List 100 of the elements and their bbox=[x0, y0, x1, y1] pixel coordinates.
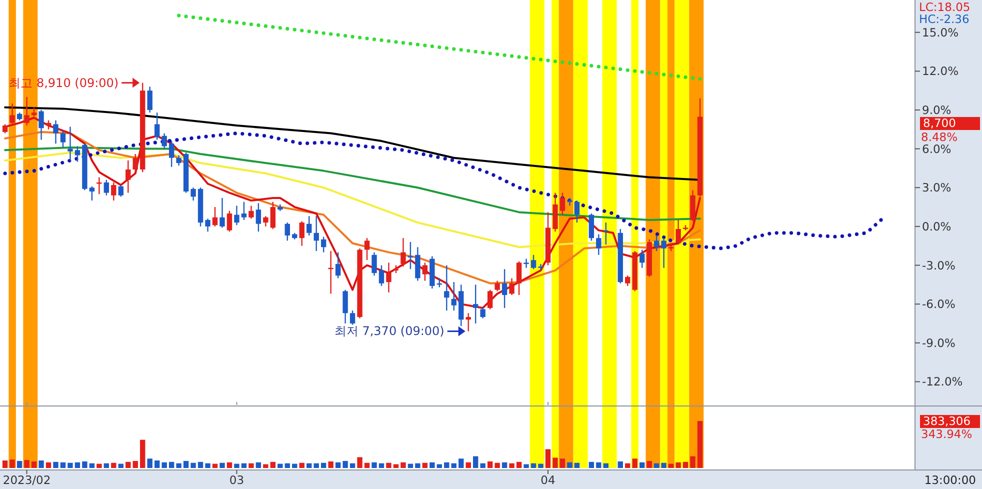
candlestick bbox=[89, 186, 95, 202]
bar bbox=[524, 464, 529, 468]
bar bbox=[661, 462, 666, 468]
x-tick-label: 03 bbox=[229, 473, 244, 487]
bar bbox=[263, 464, 268, 468]
candlestick bbox=[118, 184, 124, 198]
bar bbox=[487, 461, 493, 468]
bar bbox=[646, 460, 652, 468]
candlestick bbox=[111, 182, 116, 202]
candlestick bbox=[654, 234, 660, 252]
candlestick bbox=[320, 236, 326, 253]
bar bbox=[516, 462, 522, 468]
bar bbox=[632, 458, 638, 468]
annotation: 최저 7,370 (09:00) bbox=[334, 324, 444, 338]
bar bbox=[386, 462, 392, 468]
bar bbox=[552, 458, 558, 468]
candlestick bbox=[530, 254, 536, 270]
bar bbox=[226, 462, 232, 468]
candlestick bbox=[270, 201, 276, 230]
bar bbox=[690, 456, 696, 468]
bar bbox=[306, 463, 312, 468]
candlestick bbox=[46, 120, 52, 130]
candlestick bbox=[2, 124, 8, 134]
bar bbox=[444, 462, 450, 468]
candlestick bbox=[509, 278, 514, 296]
candlestick bbox=[350, 310, 356, 326]
bar bbox=[140, 440, 146, 468]
bar bbox=[118, 464, 124, 468]
bar bbox=[682, 462, 688, 468]
bar bbox=[82, 461, 88, 468]
bar bbox=[472, 456, 478, 468]
bar bbox=[162, 462, 167, 468]
y-tick-label: -6.0% bbox=[922, 297, 956, 312]
candlestick bbox=[168, 140, 174, 168]
bar bbox=[393, 464, 399, 468]
candlestick bbox=[104, 179, 110, 196]
candlestick bbox=[263, 215, 268, 228]
text: 8,700 bbox=[923, 116, 956, 130]
candlestick bbox=[466, 312, 471, 332]
bar bbox=[104, 463, 110, 468]
candlestick bbox=[284, 222, 290, 242]
bar bbox=[183, 460, 189, 468]
candlestick bbox=[472, 284, 478, 324]
candlestick bbox=[574, 200, 580, 224]
y-tick-label: -3.0% bbox=[922, 258, 956, 272]
candlestick bbox=[364, 237, 370, 261]
candlestick bbox=[588, 212, 594, 242]
y-tick-label: 9.0% bbox=[922, 102, 952, 117]
bar bbox=[400, 462, 406, 468]
bar bbox=[111, 462, 116, 468]
bar bbox=[364, 462, 370, 468]
candlestick bbox=[524, 258, 529, 268]
line-series bbox=[4, 130, 701, 284]
candlestick bbox=[451, 281, 456, 312]
bar bbox=[494, 462, 500, 468]
candlestick bbox=[176, 154, 182, 166]
bar bbox=[466, 462, 471, 468]
bar bbox=[241, 463, 247, 468]
bar bbox=[335, 462, 341, 468]
text: 383,306 bbox=[923, 414, 971, 428]
bar bbox=[574, 462, 580, 468]
bar bbox=[415, 463, 420, 468]
bar bbox=[502, 462, 508, 468]
candlestick bbox=[31, 106, 37, 118]
candlestick bbox=[567, 197, 572, 206]
y-tick-label: 0.0% bbox=[922, 219, 952, 234]
bar bbox=[538, 464, 544, 468]
y-tick-label: -12.0% bbox=[922, 374, 963, 389]
bar bbox=[278, 464, 283, 468]
bar bbox=[697, 421, 703, 468]
candlestick bbox=[299, 220, 304, 246]
candlestick bbox=[378, 264, 384, 287]
candlestick bbox=[422, 262, 428, 282]
candlestick bbox=[372, 252, 377, 276]
candlestick bbox=[306, 215, 312, 236]
candlestick bbox=[60, 130, 66, 148]
bar bbox=[567, 462, 572, 468]
bar bbox=[168, 462, 174, 468]
bar bbox=[74, 462, 80, 468]
bar bbox=[234, 464, 240, 468]
bar bbox=[154, 460, 160, 468]
candlestick bbox=[74, 146, 80, 162]
bar bbox=[176, 463, 182, 468]
candlestick bbox=[132, 153, 138, 172]
bar bbox=[480, 463, 486, 468]
bar bbox=[530, 463, 536, 468]
bar bbox=[248, 463, 254, 468]
candlestick bbox=[494, 280, 500, 292]
bar bbox=[89, 463, 95, 468]
bar bbox=[430, 462, 435, 468]
candlestick bbox=[639, 249, 645, 268]
bar bbox=[256, 462, 262, 468]
bar bbox=[676, 462, 681, 468]
candlestick bbox=[516, 260, 522, 296]
bar bbox=[16, 460, 22, 468]
candlestick bbox=[342, 289, 348, 324]
candlestick bbox=[126, 160, 131, 194]
candlestick bbox=[190, 187, 196, 202]
candlestick bbox=[154, 112, 160, 140]
bar bbox=[357, 457, 362, 468]
